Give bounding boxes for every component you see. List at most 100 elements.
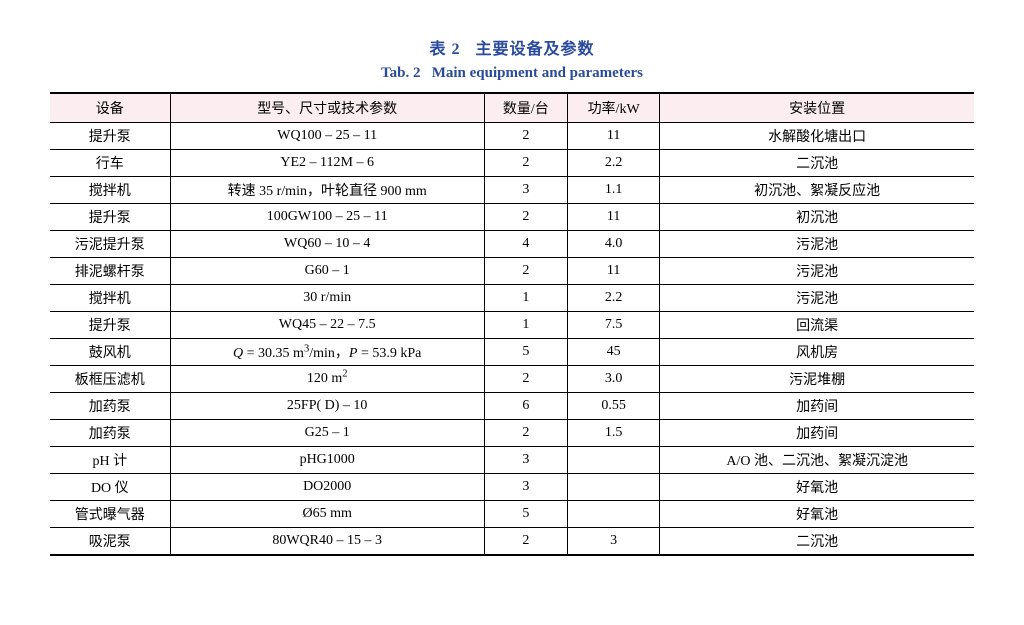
cell-qty: 1 xyxy=(484,312,567,339)
table-row: 提升泵100GW100 – 25 – 11211初沉池 xyxy=(50,204,974,231)
table-row: 加药泵G25 – 121.5加药间 xyxy=(50,420,974,447)
cell-qty: 4 xyxy=(484,231,567,258)
col-header-qty: 数量/台 xyxy=(484,93,567,123)
cell-equipment: 排泥螺杆泵 xyxy=(50,258,170,285)
cell-equipment: 提升泵 xyxy=(50,123,170,150)
cell-qty: 3 xyxy=(484,177,567,204)
cell-equipment: 提升泵 xyxy=(50,312,170,339)
col-header-equipment: 设备 xyxy=(50,93,170,123)
cell-power xyxy=(567,447,659,474)
cell-location: 污泥池 xyxy=(660,285,974,312)
table-caption: 表 2 主要设备及参数 Tab. 2 Main equipment and pa… xyxy=(50,35,974,82)
cell-location: 二沉池 xyxy=(660,150,974,177)
cell-power: 2.2 xyxy=(567,285,659,312)
cell-qty: 1 xyxy=(484,285,567,312)
cell-qty: 3 xyxy=(484,474,567,501)
table-row: 行车YE2 – 112M – 622.2二沉池 xyxy=(50,150,974,177)
cell-power: 0.55 xyxy=(567,393,659,420)
table-row: 提升泵WQ45 – 22 – 7.517.5回流渠 xyxy=(50,312,974,339)
table-header-row: 设备 型号、尺寸或技术参数 数量/台 功率/kW 安装位置 xyxy=(50,93,974,123)
cell-location: 水解酸化塘出口 xyxy=(660,123,974,150)
table-row: 吸泥泵80WQR40 – 15 – 323二沉池 xyxy=(50,528,974,556)
cell-equipment: 搅拌机 xyxy=(50,285,170,312)
table-row: DO 仪DO20003 好氧池 xyxy=(50,474,974,501)
table-row: 搅拌机30 r/min12.2污泥池 xyxy=(50,285,974,312)
cell-location: 初沉池 xyxy=(660,204,974,231)
cell-equipment: 板框压滤机 xyxy=(50,366,170,393)
cell-location: 好氧池 xyxy=(660,501,974,528)
cell-model: DO2000 xyxy=(170,474,484,501)
equipment-table: 设备 型号、尺寸或技术参数 数量/台 功率/kW 安装位置 提升泵WQ100 –… xyxy=(50,92,974,556)
cell-qty: 2 xyxy=(484,366,567,393)
cell-model: 转速 35 r/min，叶轮直径 900 mm xyxy=(170,177,484,204)
caption-en-prefix: Tab. 2 xyxy=(381,65,420,81)
caption-cn: 表 2 主要设备及参数 xyxy=(50,35,974,59)
cell-location: 污泥池 xyxy=(660,258,974,285)
cell-equipment: 加药泵 xyxy=(50,393,170,420)
caption-cn-main: 主要设备及参数 xyxy=(476,41,595,58)
cell-power xyxy=(567,474,659,501)
table-row: pH 计pHG10003A/O 池、二沉池、絮凝沉淀池 xyxy=(50,447,974,474)
cell-model: 30 r/min xyxy=(170,285,484,312)
caption-en-main: Main equipment and parameters xyxy=(432,65,643,81)
cell-power xyxy=(567,501,659,528)
cell-equipment: DO 仪 xyxy=(50,474,170,501)
table-row: 污泥提升泵WQ60 – 10 – 444.0污泥池 xyxy=(50,231,974,258)
cell-model: WQ60 – 10 – 4 xyxy=(170,231,484,258)
cell-power: 1.1 xyxy=(567,177,659,204)
cell-location: 初沉池、絮凝反应池 xyxy=(660,177,974,204)
cell-location: 二沉池 xyxy=(660,528,974,556)
cell-location: 污泥池 xyxy=(660,231,974,258)
cell-equipment: 搅拌机 xyxy=(50,177,170,204)
cell-model: WQ45 – 22 – 7.5 xyxy=(170,312,484,339)
cell-equipment: pH 计 xyxy=(50,447,170,474)
cell-model: 100GW100 – 25 – 11 xyxy=(170,204,484,231)
cell-power: 11 xyxy=(567,204,659,231)
cell-model: G25 – 1 xyxy=(170,420,484,447)
cell-equipment: 加药泵 xyxy=(50,420,170,447)
cell-power: 7.5 xyxy=(567,312,659,339)
cell-qty: 3 xyxy=(484,447,567,474)
table-header: 设备 型号、尺寸或技术参数 数量/台 功率/kW 安装位置 xyxy=(50,93,974,123)
table-row: 排泥螺杆泵G60 – 1211污泥池 xyxy=(50,258,974,285)
cell-location: 加药间 xyxy=(660,420,974,447)
cell-equipment: 行车 xyxy=(50,150,170,177)
cell-location: 风机房 xyxy=(660,339,974,366)
cell-qty: 2 xyxy=(484,150,567,177)
cell-qty: 2 xyxy=(484,528,567,556)
cell-qty: 5 xyxy=(484,501,567,528)
cell-model: WQ100 – 25 – 11 xyxy=(170,123,484,150)
cell-equipment: 鼓风机 xyxy=(50,339,170,366)
cell-qty: 2 xyxy=(484,420,567,447)
cell-model: YE2 – 112M – 6 xyxy=(170,150,484,177)
cell-location: 污泥堆棚 xyxy=(660,366,974,393)
caption-en: Tab. 2 Main equipment and parameters xyxy=(50,65,974,82)
table-row: 鼓风机Q = 30.35 m3/min，P = 53.9 kPa545风机房 xyxy=(50,339,974,366)
table-body: 提升泵WQ100 – 25 – 11211水解酸化塘出口行车YE2 – 112M… xyxy=(50,123,974,556)
cell-equipment: 管式曝气器 xyxy=(50,501,170,528)
table-row: 板框压滤机120 m223.0污泥堆棚 xyxy=(50,366,974,393)
cell-location: 回流渠 xyxy=(660,312,974,339)
col-header-model: 型号、尺寸或技术参数 xyxy=(170,93,484,123)
cell-power: 4.0 xyxy=(567,231,659,258)
cell-location: 好氧池 xyxy=(660,474,974,501)
cell-qty: 2 xyxy=(484,258,567,285)
cell-power: 3.0 xyxy=(567,366,659,393)
cell-equipment: 提升泵 xyxy=(50,204,170,231)
cell-model: Q = 30.35 m3/min，P = 53.9 kPa xyxy=(170,339,484,366)
cell-model: 25FP( D) – 10 xyxy=(170,393,484,420)
cell-equipment: 污泥提升泵 xyxy=(50,231,170,258)
table-row: 提升泵WQ100 – 25 – 11211水解酸化塘出口 xyxy=(50,123,974,150)
cell-qty: 5 xyxy=(484,339,567,366)
cell-model: 120 m2 xyxy=(170,366,484,393)
caption-cn-prefix: 表 2 xyxy=(429,41,460,58)
cell-qty: 2 xyxy=(484,204,567,231)
cell-power: 2.2 xyxy=(567,150,659,177)
table-row: 管式曝气器Ø65 mm5 好氧池 xyxy=(50,501,974,528)
cell-equipment: 吸泥泵 xyxy=(50,528,170,556)
cell-model: Ø65 mm xyxy=(170,501,484,528)
table-row: 加药泵25FP( D) – 1060.55加药间 xyxy=(50,393,974,420)
cell-qty: 6 xyxy=(484,393,567,420)
table-row: 搅拌机转速 35 r/min，叶轮直径 900 mm31.1初沉池、絮凝反应池 xyxy=(50,177,974,204)
col-header-power: 功率/kW xyxy=(567,93,659,123)
